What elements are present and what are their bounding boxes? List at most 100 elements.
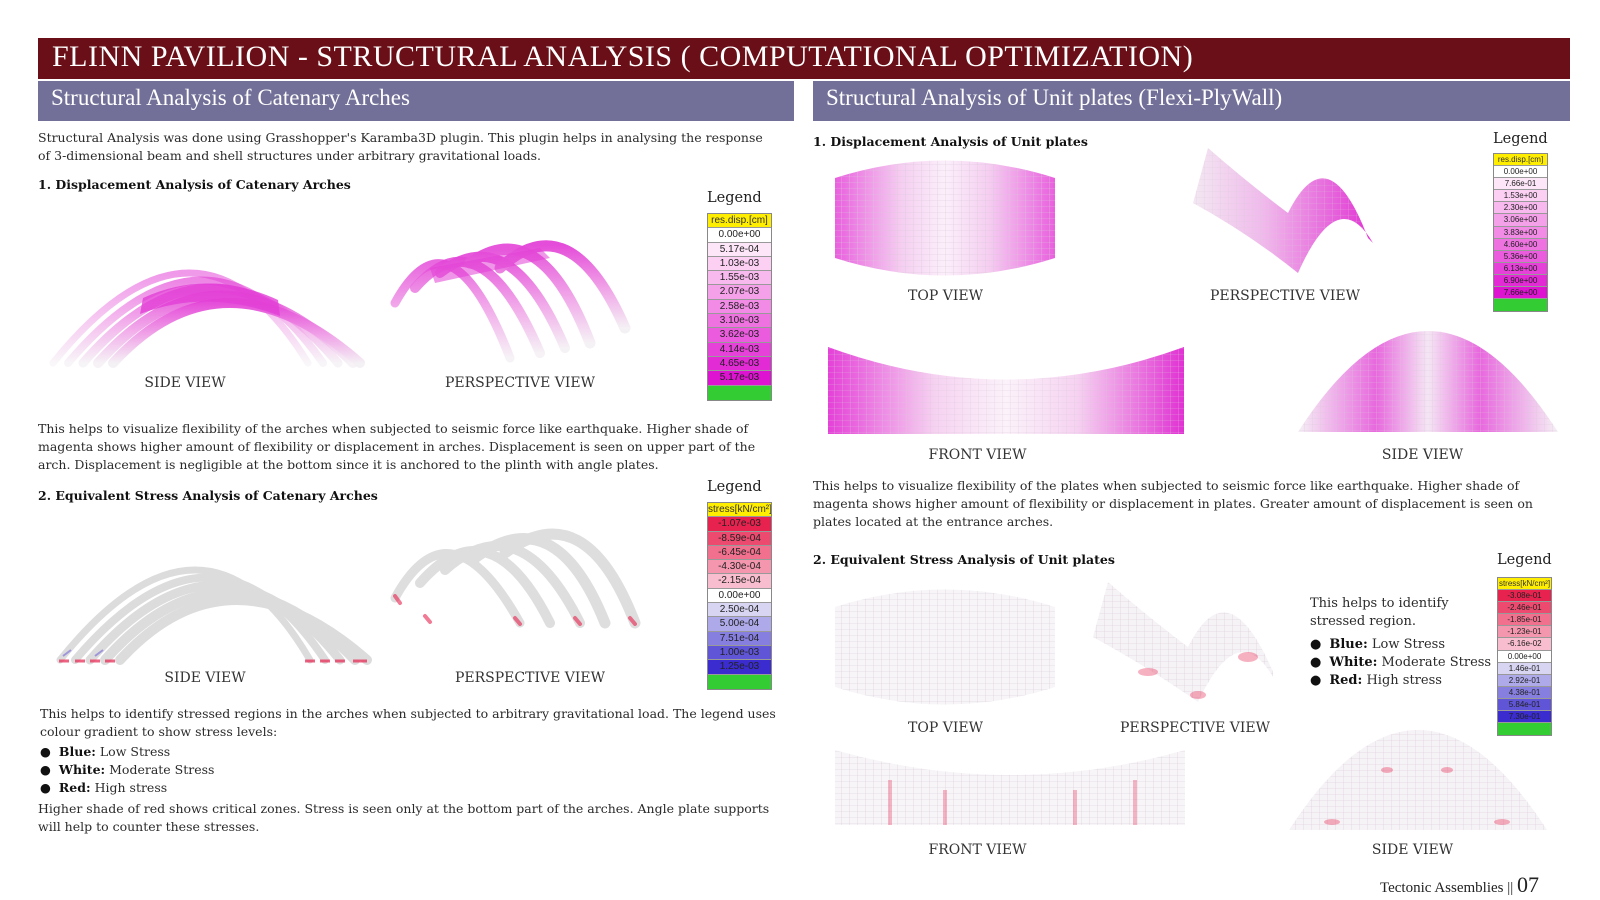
legend-entry: 6.90e+00 [1494, 274, 1547, 288]
legend-entry: 2.30e+00 [1494, 202, 1547, 215]
plate-displacement-description: This helps to visualize flexibility of t… [813, 478, 1533, 529]
legend-header: res.disp.[cm] [1494, 154, 1547, 167]
left-section-title: Structural Analysis of Catenary Arches [51, 85, 410, 110]
legend-entry: 3.06e+00 [1494, 214, 1547, 227]
legend-entry: 3.10e-03 [708, 314, 771, 329]
arch-disp-side-caption: SIDE VIEW [144, 375, 226, 391]
plate-stress-front-view [835, 750, 1185, 825]
arch-stress-description: This helps to identify stressed regions … [40, 706, 776, 739]
legend-entry: -1.07e-03 [708, 517, 771, 532]
arch-stress-subtitle: 2. Equivalent Stress Analysis of Catenar… [38, 488, 378, 503]
arch-stress-perspective-view [390, 528, 641, 629]
legend-entry: 1.00e-03 [708, 645, 771, 661]
legend-entry: -6.16e-02 [1498, 638, 1551, 651]
plate-displacement-top-view [835, 160, 1055, 276]
bullet-item: White: Moderate Stress [40, 761, 215, 779]
arch-stress-side-caption: SIDE VIEW [164, 670, 246, 686]
page-number: 07 [1517, 872, 1540, 897]
plate-displacement-side-view [1298, 331, 1558, 432]
legend-entry: 4.38e-01 [1498, 686, 1551, 699]
legend-entry: 2.92e-01 [1498, 674, 1551, 687]
legend-entry: 7.30e-01 [1498, 711, 1551, 724]
legend-entry: -3.08e-01 [1498, 590, 1551, 603]
arch-displacement-subtitle: 1. Displacement Analysis of Catenary Arc… [38, 177, 351, 192]
legend-entry: 0.00e+00 [708, 228, 771, 243]
legend-entry: 4.65e-03 [708, 356, 771, 372]
arch-displacement-perspective-view [390, 240, 631, 363]
legend-entry: 1.53e+00 [1494, 190, 1547, 203]
plate-disp-front-caption: FRONT VIEW [928, 447, 1027, 463]
plate-stress-legend: stress[kN/cm²] -3.08e-01 -2.46e-01 -1.85e-0… [1497, 577, 1552, 737]
bullet-item: White: Moderate Stress [1310, 654, 1491, 672]
legend-entry: 2.58e-03 [708, 299, 771, 315]
legend-entry: 7.66e-01 [1494, 178, 1547, 191]
plate-stress-subtitle: 2. Equivalent Stress Analysis of Unit pl… [813, 552, 1115, 567]
legend-entry: 5.00e-04 [708, 617, 771, 632]
legend-entry: 1.03e-03 [708, 256, 771, 272]
plate-stress-bullet-list: Blue: Low Stress White: Moderate Stress … [1310, 636, 1491, 690]
plate-disp-side-caption: SIDE VIEW [1381, 447, 1464, 463]
intro-paragraph: Structural Analysis was done using Grass… [38, 130, 763, 163]
legend-entry: 1.46e-01 [1498, 662, 1551, 675]
plate-displacement-perspective-view [1193, 148, 1373, 273]
legend-entry: 0.00e+00 [1494, 166, 1547, 179]
legend-entry: 5.84e-01 [1498, 698, 1551, 712]
legend-footer-swatch [1494, 299, 1547, 312]
arch-displacement-legend: res.disp.[cm] 0.00e+00 5.17e-04 1.03e-03 1.5… [707, 213, 772, 401]
legend-footer-swatch [708, 674, 771, 689]
plate-disp-persp-caption: PERSPECTIVE VIEW [1209, 288, 1361, 304]
plate-disp-legend-title: Legend [1493, 131, 1548, 147]
arch-disp-legend-title: Legend [707, 190, 762, 206]
arch-stress-closing: Higher shade of red shows critical zones… [38, 801, 770, 834]
legend-entry: 2.07e-03 [708, 285, 771, 300]
arch-displacement-description: This helps to visualize flexibility of t… [38, 421, 756, 472]
plate-displacement-legend: res.disp.[cm] 0.00e+00 7.66e-01 1.53e+00 2.3… [1493, 153, 1548, 313]
legend-header: stress[kN/cm²] [708, 503, 771, 518]
plate-stress-persp-caption: PERSPECTIVE VIEW [1119, 720, 1271, 736]
legend-entry: 4.14e-03 [708, 342, 771, 357]
plate-disp-top-caption: TOP VIEW [908, 288, 983, 304]
plate-stress-legend-title: Legend [1497, 552, 1552, 568]
left-section-header: Structural Analysis of Catenary Arches [38, 81, 794, 121]
right-section-title: Structural Analysis of Unit plates (Flex… [826, 85, 1283, 110]
legend-entry: 1.25e-03 [708, 660, 771, 675]
legend-header: res.disp.[cm] [708, 214, 771, 229]
legend-entry: 5.17e-03 [708, 371, 771, 386]
legend-footer-swatch [1498, 723, 1551, 736]
legend-entry: 4.60e+00 [1494, 238, 1547, 251]
legend-entry: 7.66e+00 [1494, 287, 1547, 300]
bullet-item: Red: High stress [40, 779, 214, 797]
legend-entry: 2.50e-04 [708, 603, 771, 618]
plate-stress-side-caption: SIDE VIEW [1371, 842, 1454, 858]
legend-entry: -2.15e-04 [708, 574, 771, 589]
legend-entry: 6.13e+00 [1494, 262, 1547, 275]
title-bar: FLINN PAVILION - STRUCTURAL ANALYSIS ( C… [38, 38, 1570, 79]
plate-displacement-front-view [828, 347, 1184, 434]
legend-entry: 1.55e-03 [708, 271, 771, 286]
legend-entry: -2.46e-01 [1498, 602, 1551, 615]
arch-displacement-side-view [49, 269, 365, 368]
legend-entry: 0.00e+00 [708, 588, 771, 604]
legend-entry: -4.30e-04 [708, 560, 771, 575]
arch-stress-legend: stress[kN/cm²] -1.07e-03 -8.59e-04 -6.45e-0… [707, 502, 772, 690]
legend-header: stress[kN/cm²] [1498, 578, 1551, 591]
arch-stress-persp-caption: PERSPECTIVE VIEW [454, 670, 606, 686]
legend-entry: 5.36e+00 [1494, 250, 1547, 263]
arch-stress-side-view [56, 566, 372, 665]
plate-stress-front-caption: FRONT VIEW [928, 842, 1027, 858]
legend-entry: 5.17e-04 [708, 242, 771, 257]
arch-disp-persp-caption: PERSPECTIVE VIEW [444, 375, 596, 391]
plate-stress-top-view [835, 589, 1055, 705]
legend-entry: 0.00e+00 [1498, 650, 1551, 663]
legend-entry: -6.45e-04 [708, 545, 771, 561]
right-section-header: Structural Analysis of Unit plates (Flex… [813, 81, 1570, 121]
legend-entry: -1.23e-01 [1498, 626, 1551, 639]
legend-entry: -8.59e-04 [708, 531, 771, 546]
arch-stress-bullet-list: Blue: Low Stress White: Moderate Stress … [40, 743, 215, 797]
bullet-item: Blue: Low Stress [1310, 636, 1491, 654]
footer-label: Tectonic Assemblies || [1380, 880, 1514, 896]
plate-stress-perspective-view [1093, 582, 1273, 702]
legend-entry: 3.83e+00 [1494, 226, 1547, 239]
legend-entry: 3.62e-03 [708, 328, 771, 343]
plate-stress-side-view [1289, 730, 1547, 830]
